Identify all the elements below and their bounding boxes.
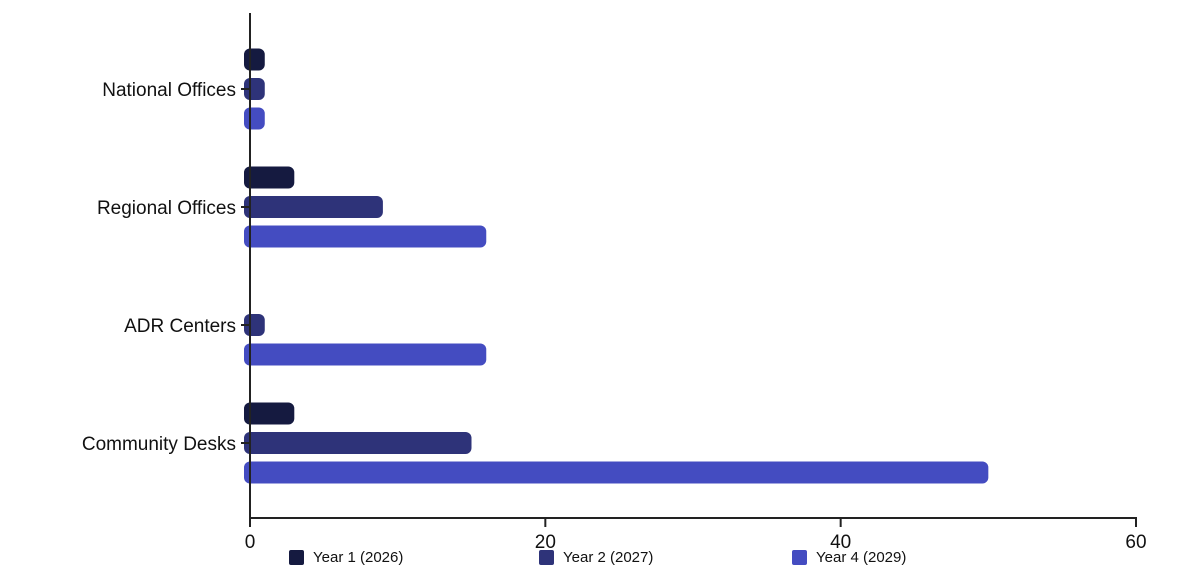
x-tick-label: 20: [535, 532, 556, 548]
category-label: ADR Centers: [124, 316, 236, 337]
y-axis-ticks: National Offices Regional Offices ADR Cent…: [82, 80, 250, 455]
legend-swatch: [289, 550, 304, 565]
legend-swatch: [792, 550, 807, 565]
x-axis-ticks: 0 20 40 60: [245, 518, 1147, 548]
bars-group: [244, 48, 989, 484]
chart: National Offices Regional Offices ADR Cent…: [82, 13, 1147, 548]
x-tick-label: 0: [245, 532, 256, 548]
legend: Year 1 (2026) Year 2 (2027) Year 4 (2029): [0, 549, 1200, 577]
x-tick-label: 60: [1125, 532, 1146, 548]
category-label: Community Desks: [82, 434, 236, 455]
bar-national-offices-series-3: [244, 107, 265, 130]
legend-item-series-1: Year 1 (2026): [289, 549, 403, 566]
legend-item-series-3: Year 4 (2029): [792, 549, 906, 566]
category-label: National Offices: [102, 80, 236, 101]
bar-national-offices-series-1: [244, 48, 265, 71]
legend-swatch: [539, 550, 554, 565]
category-label: Regional Offices: [97, 198, 236, 219]
bar-adr-centers-series-3: [244, 343, 487, 366]
bar-regional-offices-series-1: [244, 166, 295, 189]
bar-community-desks-series-2: [244, 432, 472, 454]
x-tick-label: 40: [830, 532, 851, 548]
legend-label: Year 2 (2027): [563, 549, 654, 566]
bar-community-desks-series-3: [244, 461, 989, 484]
bar-regional-offices-series-2: [244, 196, 383, 218]
legend-label: Year 1 (2026): [313, 549, 404, 566]
bar-community-desks-series-1: [244, 402, 295, 425]
bar-regional-offices-series-3: [244, 225, 487, 248]
legend-label: Year 4 (2029): [816, 549, 907, 566]
legend-item-series-2: Year 2 (2027): [539, 549, 653, 566]
